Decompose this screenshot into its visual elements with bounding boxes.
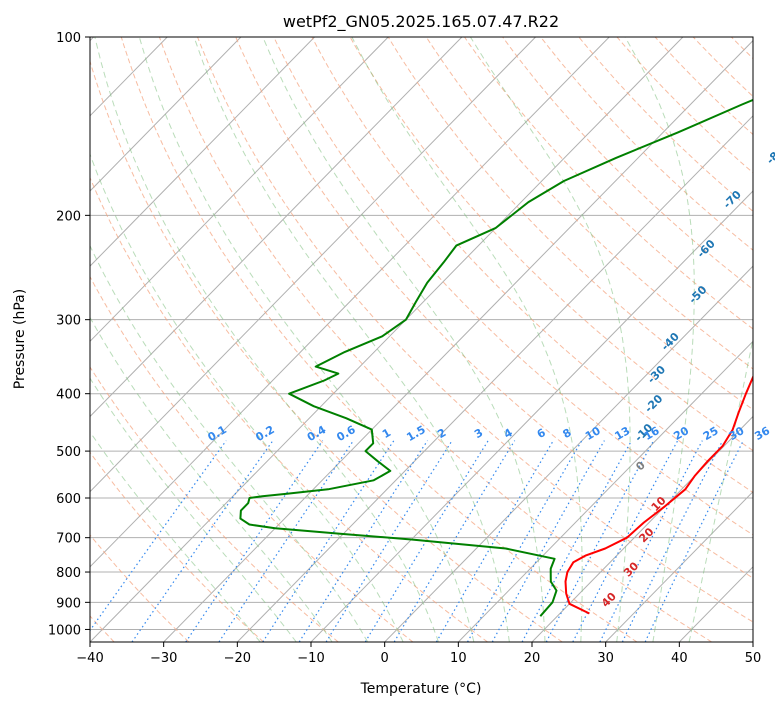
y-tick-label: 600 xyxy=(56,492,81,507)
x-tick-label: 30 xyxy=(597,651,614,666)
x-tick-label: 20 xyxy=(524,651,541,666)
x-tick-label: 10 xyxy=(450,651,467,666)
x-tick-label: −30 xyxy=(150,651,177,666)
x-tick-label: 40 xyxy=(671,651,688,666)
x-tick-label: −40 xyxy=(76,651,103,666)
y-tick-label: 200 xyxy=(56,209,81,224)
y-axis-label: Pressure (hPa) xyxy=(12,289,28,389)
y-tick-label: 500 xyxy=(56,445,81,460)
x-tick-label: 0 xyxy=(381,651,389,666)
y-tick-label: 900 xyxy=(56,596,81,611)
y-tick-label: 100 xyxy=(56,31,81,46)
plot-area xyxy=(90,37,753,642)
y-tick-label: 1000 xyxy=(48,623,81,638)
y-tick-label: 800 xyxy=(56,566,81,581)
y-tick-label: 300 xyxy=(56,314,81,329)
x-tick-label: −10 xyxy=(297,651,324,666)
y-tick-label: 700 xyxy=(56,532,81,547)
x-axis-label: Temperature (°C) xyxy=(360,681,482,697)
chart-title: wetPf2_GN05.2025.165.07.47.R22 xyxy=(283,12,559,32)
x-tick-label: 50 xyxy=(745,651,762,666)
y-tick-label: 400 xyxy=(56,388,81,403)
x-tick-label: −20 xyxy=(224,651,251,666)
